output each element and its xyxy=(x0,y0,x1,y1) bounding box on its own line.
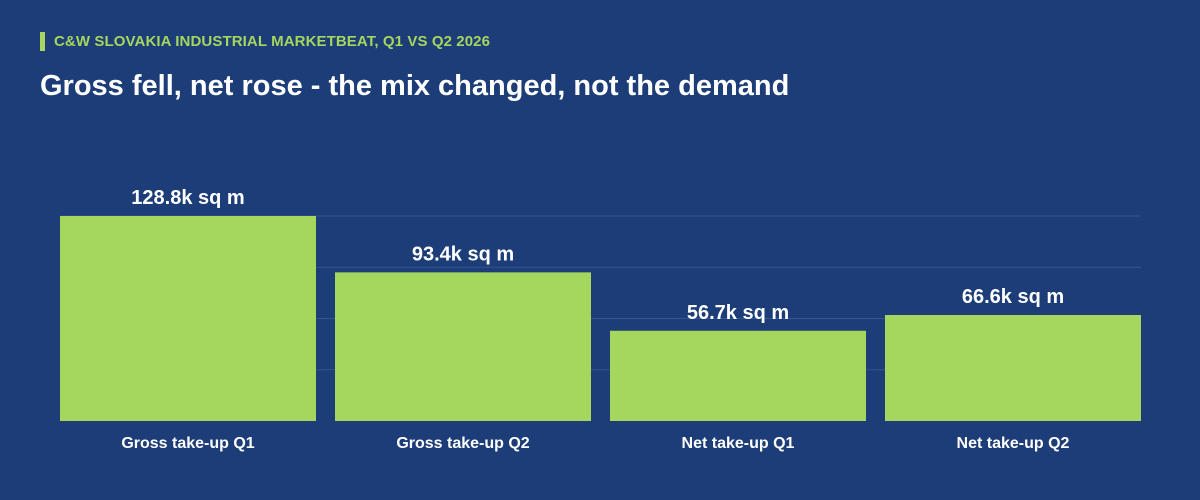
category-label: Net take-up Q1 xyxy=(682,435,795,452)
data-label: 56.7k sq m xyxy=(687,302,789,324)
bar xyxy=(885,314,1141,421)
bar xyxy=(335,272,591,421)
chart-eyebrow: C&W SLOVAKIA INDUSTRIAL MARKETBEAT, Q1 V… xyxy=(40,32,490,51)
chart-eyebrow-text: C&W SLOVAKIA INDUSTRIAL MARKETBEAT, Q1 V… xyxy=(54,33,491,50)
category-label: Gross take-up Q2 xyxy=(396,435,529,452)
data-label: 93.4k sq m xyxy=(412,243,514,265)
category-label: Gross take-up Q1 xyxy=(121,435,254,452)
category-label: Net take-up Q2 xyxy=(957,435,1070,452)
data-labels: 128.8k sq m 93.4k sq m 56.7k sq m 66.6k sq … xyxy=(131,187,1064,324)
bar xyxy=(60,216,316,421)
chart-title: Gross fell, net rose - the mix changed, … xyxy=(40,70,790,102)
bars xyxy=(60,216,1141,421)
data-label: 128.8k sq m xyxy=(131,187,244,209)
data-label: 66.6k sq m xyxy=(962,286,1064,308)
eyebrow-accent-bar xyxy=(40,32,45,51)
bar xyxy=(610,330,866,421)
category-labels: Gross take-up Q1 Gross take-up Q2 Net take… xyxy=(121,435,1069,452)
